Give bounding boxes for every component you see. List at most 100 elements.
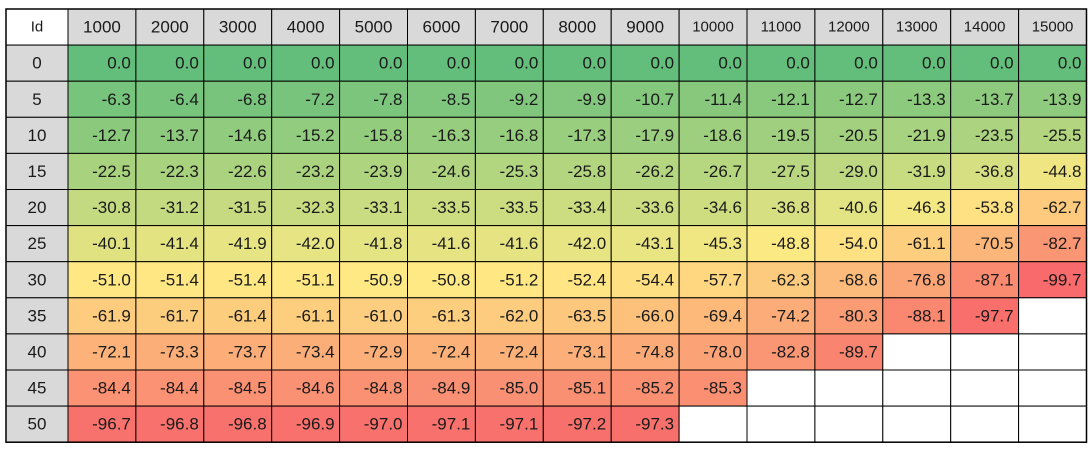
- heatmap-cell: [407, 44, 476, 82]
- empty-cell: [814, 369, 884, 407]
- row-header-label: 45: [28, 379, 47, 398]
- heatmap-cell: [271, 189, 341, 227]
- heatmap-cell: [271, 333, 341, 371]
- row-header-cell: [5, 369, 69, 407]
- heatmap-cell: [474, 152, 544, 190]
- heatmap-cell: [203, 261, 273, 299]
- cell-value-label: -16.3: [432, 126, 471, 145]
- cell-value-label: -24.6: [432, 162, 471, 181]
- heatmap-cell: [950, 44, 1020, 82]
- empty-cell: [1018, 369, 1087, 407]
- cell-value-label: -31.2: [160, 198, 199, 217]
- cell-value-label: -96.7: [92, 415, 131, 434]
- cell-value-label: -23.5: [975, 126, 1014, 145]
- cell-value-label: -34.6: [703, 198, 742, 217]
- row-header-label: 10: [28, 126, 47, 145]
- cell-value-label: -17.9: [635, 126, 674, 145]
- cell-value-label: -41.8: [364, 234, 403, 253]
- cell-value-label: -97.3: [635, 415, 674, 434]
- cell-value-label: -70.5: [975, 234, 1014, 253]
- heatmap-cell: [882, 152, 952, 190]
- heatmap-cell: [882, 225, 952, 263]
- column-header-label: 4000: [287, 18, 325, 37]
- heatmap-cell: [746, 225, 816, 263]
- cell-value-label: -73.1: [567, 342, 606, 361]
- heatmap-cell: [339, 261, 409, 299]
- column-header-cell: [1018, 8, 1087, 46]
- cell-value-label: -84.5: [228, 379, 267, 398]
- cell-value-label: -97.2: [567, 415, 606, 434]
- heatmap-cell: [882, 261, 952, 299]
- cell-value-label: -84.6: [296, 379, 335, 398]
- cell-value-label: -42.0: [567, 234, 606, 253]
- cell-value-label: -51.4: [160, 270, 199, 289]
- cell-value-label: 0.0: [515, 54, 539, 73]
- cell-value-label: 0.0: [650, 54, 674, 73]
- heatmap-cell: [203, 333, 273, 371]
- cell-value-label: -45.3: [703, 234, 742, 253]
- empty-cell: [746, 405, 816, 443]
- cell-value-label: -14.6: [228, 126, 267, 145]
- cell-value-label: 0.0: [922, 54, 946, 73]
- row-header-cell: [5, 261, 69, 299]
- heatmap-cell: [135, 116, 205, 154]
- heatmap-cell: [339, 152, 409, 190]
- heatmap-cell: [407, 333, 476, 371]
- heatmap-cell: [610, 80, 680, 118]
- cell-value-label: -11.4: [705, 90, 743, 109]
- heatmap-cell: [678, 152, 748, 190]
- empty-cell: [950, 369, 1020, 407]
- column-header-cell: [339, 8, 409, 46]
- cell-value-label: -16.8: [500, 126, 539, 145]
- heatmap-cell: [814, 116, 884, 154]
- heatmap-cell: [678, 80, 748, 118]
- cell-value-label: -89.7: [839, 342, 878, 361]
- empty-cell: [950, 333, 1020, 371]
- heatmap-cell: [1018, 261, 1087, 299]
- heatmap-cell: [474, 80, 544, 118]
- empty-cell: [882, 369, 952, 407]
- heatmap-cell: [678, 44, 748, 82]
- heatmap-cell: [407, 369, 476, 407]
- cell-value-label: -85.0: [500, 379, 539, 398]
- row-header-label: 20: [28, 198, 47, 217]
- cell-value-label: -61.9: [92, 306, 131, 325]
- cell-value-label: -12.7: [92, 126, 131, 145]
- heatmap-cell: [135, 261, 205, 299]
- cell-value-label: -96.8: [228, 415, 267, 434]
- cell-value-label: -62.7: [1043, 198, 1082, 217]
- cell-value-label: 0.0: [107, 54, 131, 73]
- cell-value-label: -31.5: [228, 198, 267, 217]
- cell-value-label: -33.4: [567, 198, 606, 217]
- cell-value-label: -74.2: [771, 306, 810, 325]
- heatmap-cell: [610, 152, 680, 190]
- heatmap-cell: [203, 189, 273, 227]
- cell-value-label: -74.8: [635, 342, 674, 361]
- cell-value-label: -40.1: [92, 234, 131, 253]
- heatmap-cell: [339, 405, 409, 443]
- cell-value-label: -12.1: [771, 90, 810, 109]
- cell-value-label: -19.5: [771, 126, 810, 145]
- empty-cell: [814, 405, 884, 443]
- cell-value-label: -61.7: [160, 306, 199, 325]
- cell-value-label: -72.1: [92, 342, 131, 361]
- cell-value-label: -33.5: [500, 198, 539, 217]
- column-header-cell: [746, 8, 816, 46]
- cell-value-label: -54.0: [839, 234, 878, 253]
- empty-cell: [746, 369, 816, 407]
- heatmap-cell: [135, 189, 205, 227]
- cell-value-label: 0.0: [990, 54, 1014, 73]
- cell-value-label: 0.0: [718, 54, 742, 73]
- heatmap-cell: [474, 116, 544, 154]
- cell-value-label: -72.4: [500, 342, 539, 361]
- cell-value-label: -7.8: [373, 90, 402, 109]
- heatmap-cell: [746, 261, 816, 299]
- heatmap-cell: [339, 116, 409, 154]
- cell-value-label: -33.5: [432, 198, 471, 217]
- cell-value-label: -82.8: [771, 342, 810, 361]
- heatmap-cell: [814, 333, 884, 371]
- empty-cell: [1018, 297, 1087, 335]
- heatmap-cell: [814, 152, 884, 190]
- row-header-label: 50: [28, 415, 47, 434]
- cell-value-label: -73.3: [160, 342, 199, 361]
